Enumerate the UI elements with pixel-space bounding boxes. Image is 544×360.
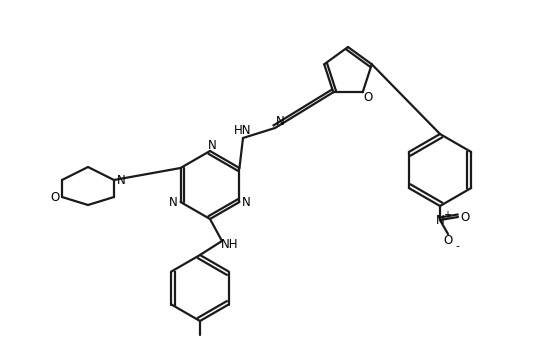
- Text: +: +: [443, 210, 451, 220]
- Text: N: N: [169, 195, 178, 208]
- Text: NH: NH: [221, 239, 239, 252]
- Text: -: -: [455, 241, 459, 251]
- Text: N: N: [208, 139, 217, 152]
- Text: O: O: [460, 211, 469, 224]
- Text: HN: HN: [234, 123, 252, 136]
- Text: N: N: [436, 213, 444, 226]
- Text: O: O: [443, 234, 453, 247]
- Text: N: N: [276, 114, 285, 127]
- Text: N: N: [242, 195, 251, 208]
- Text: O: O: [363, 91, 372, 104]
- Text: N: N: [116, 174, 125, 186]
- Text: O: O: [51, 190, 60, 203]
